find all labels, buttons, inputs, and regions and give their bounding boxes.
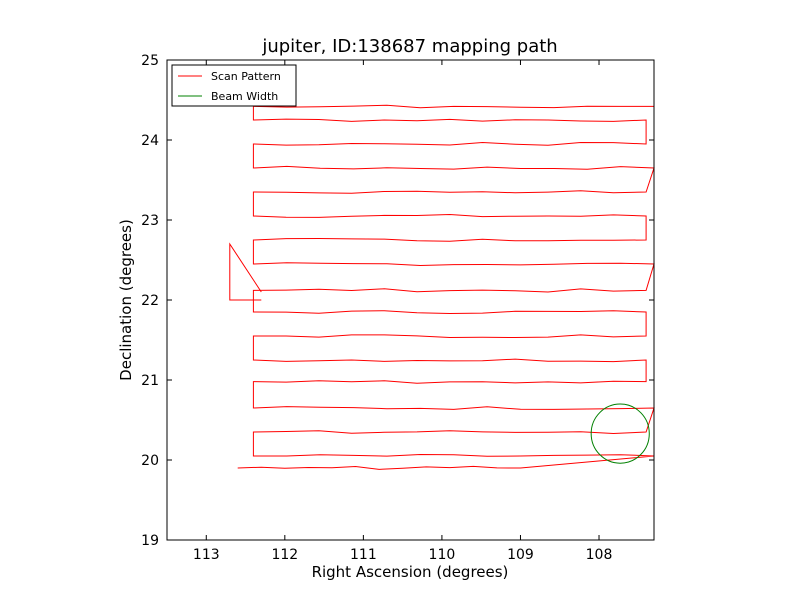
legend: Scan Pattern Beam Width xyxy=(171,64,297,107)
beam-width-series xyxy=(590,403,650,464)
x-tick-label: 113 xyxy=(193,547,220,563)
y-tick-label: 24 xyxy=(141,133,159,149)
y-tick-label: 19 xyxy=(141,533,159,549)
chart-title: jupiter, ID:138687 mapping path xyxy=(261,36,557,57)
y-tick-label: 23 xyxy=(141,213,159,229)
x-tick-label: 110 xyxy=(429,547,456,563)
legend-box xyxy=(171,64,297,107)
y-tick-label: 21 xyxy=(141,373,159,389)
x-tick-label: 112 xyxy=(271,547,298,563)
y-tick-label: 22 xyxy=(141,293,159,309)
x-tick-label: 111 xyxy=(350,547,377,563)
beam-width-circle xyxy=(590,403,650,464)
x-axis-label: Right Ascension (degrees) xyxy=(312,563,509,581)
scan-pattern-excursion xyxy=(229,242,262,301)
y-axis-label: Declination (degrees) xyxy=(117,219,135,381)
x-tick-label: 108 xyxy=(586,547,613,563)
y-tick-label: 20 xyxy=(141,453,159,469)
x-axis-ticks: 113 112 111 110 109 108 xyxy=(193,60,612,563)
legend-label-scan-pattern: Scan Pattern xyxy=(211,70,281,83)
scan-pattern-series xyxy=(229,104,655,470)
legend-label-beam-width: Beam Width xyxy=(211,90,278,103)
y-axis-ticks: 19 20 21 22 23 24 25 xyxy=(141,53,654,549)
x-tick-label: 109 xyxy=(507,547,534,563)
y-tick-label: 25 xyxy=(141,53,159,69)
scan-pattern-line xyxy=(237,104,655,470)
